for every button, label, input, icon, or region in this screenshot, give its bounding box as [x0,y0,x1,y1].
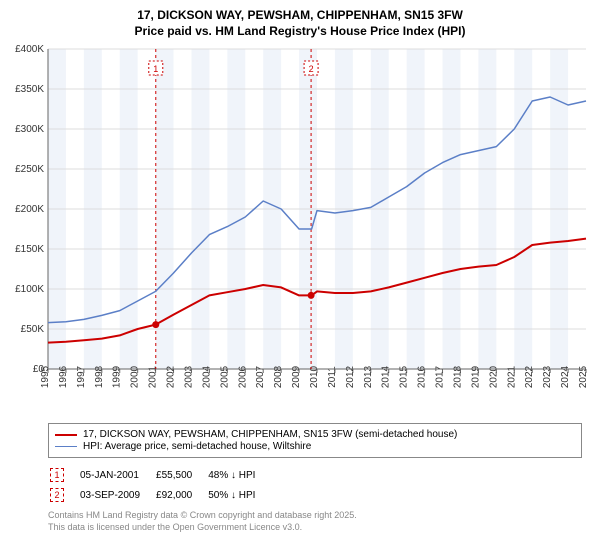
legend-label-hpi: HPI: Average price, semi-detached house,… [83,441,311,452]
svg-text:£300K: £300K [15,124,44,135]
marker-table: 1 05-JAN-2001 £55,500 48% ↓ HPI 2 03-SEP… [48,464,271,506]
svg-text:£200K: £200K [15,204,44,215]
legend-swatch-hpi [55,446,77,447]
legend-item-hpi: HPI: Average price, semi-detached house,… [55,441,575,452]
legend-swatch-price [55,434,77,436]
marker-price-2: £92,000 [156,486,206,504]
credit-line-2: This data is licensed under the Open Gov… [48,522,582,534]
marker-delta-1: 48% ↓ HPI [208,466,269,484]
data-credit: Contains HM Land Registry data © Crown c… [48,510,582,533]
chart-svg: £0£50K£100K£150K£200K£250K£300K£350K£400… [8,45,592,415]
svg-text:2: 2 [309,64,314,74]
svg-text:£350K: £350K [15,84,44,95]
legend-item-price: 17, DICKSON WAY, PEWSHAM, CHIPPENHAM, SN… [55,429,575,440]
svg-text:£250K: £250K [15,164,44,175]
legend: 17, DICKSON WAY, PEWSHAM, CHIPPENHAM, SN… [48,423,582,458]
marker-price-1: £55,500 [156,466,206,484]
marker-badge-1: 1 [50,468,64,482]
table-row: 2 03-SEP-2009 £92,000 50% ↓ HPI [50,486,269,504]
svg-text:£400K: £400K [15,45,44,55]
marker-badge-2: 2 [50,488,64,502]
marker-date-1: 05-JAN-2001 [80,466,154,484]
marker-date-2: 03-SEP-2009 [80,486,154,504]
title-line-2: Price paid vs. HM Land Registry's House … [8,24,592,40]
legend-label-price: 17, DICKSON WAY, PEWSHAM, CHIPPENHAM, SN… [83,429,457,440]
svg-text:£50K: £50K [21,324,45,335]
marker-delta-2: 50% ↓ HPI [208,486,269,504]
chart-title: 17, DICKSON WAY, PEWSHAM, CHIPPENHAM, SN… [8,8,592,39]
svg-text:1: 1 [153,64,158,74]
table-row: 1 05-JAN-2001 £55,500 48% ↓ HPI [50,466,269,484]
price-vs-hpi-chart: £0£50K£100K£150K£200K£250K£300K£350K£400… [8,45,592,415]
credit-line-1: Contains HM Land Registry data © Crown c… [48,510,582,522]
svg-text:£100K: £100K [15,284,44,295]
svg-text:£150K: £150K [15,244,44,255]
title-line-1: 17, DICKSON WAY, PEWSHAM, CHIPPENHAM, SN… [8,8,592,24]
